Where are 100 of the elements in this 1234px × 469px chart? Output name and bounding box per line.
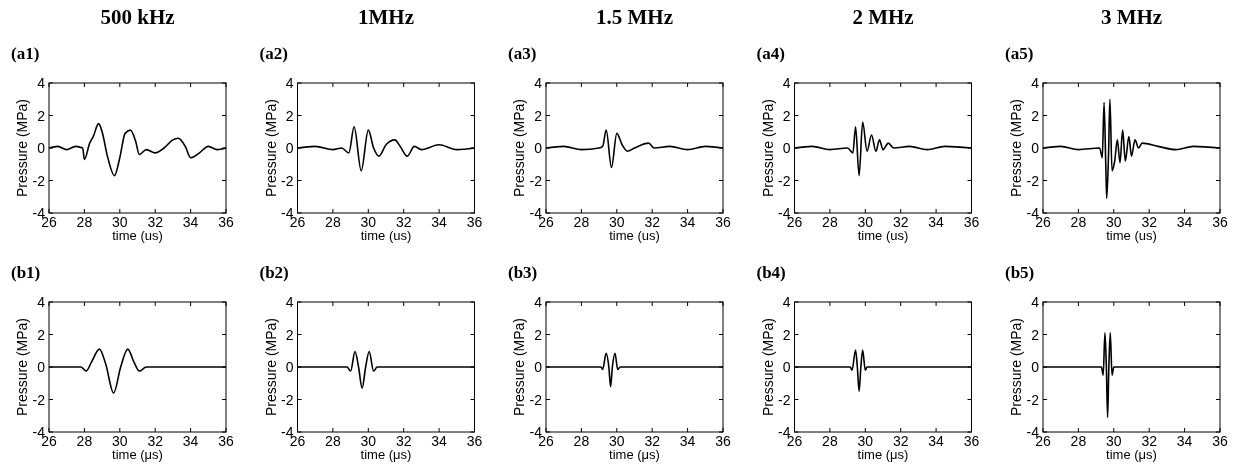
y-tick-label: 4 — [534, 75, 543, 91]
x-tick-label: 32 — [147, 214, 164, 230]
y-tick-label: 2 — [782, 326, 791, 343]
y-tick-label: -2 — [281, 172, 294, 189]
x-tick-label: 28 — [76, 214, 93, 230]
x-tick-label: 28 — [822, 433, 838, 449]
y-tick-label: -2 — [778, 391, 791, 408]
x-tick-label: 34 — [1176, 214, 1193, 230]
y-tick-label: -2 — [529, 391, 543, 408]
text: (b2) — [259, 263, 289, 282]
x-tick-label: 30 — [1106, 214, 1122, 230]
x-tick-label: 32 — [892, 214, 909, 230]
y-tick-label: 2 — [1031, 326, 1040, 343]
x-tick-label: 34 — [928, 433, 945, 449]
x-tick-label: 32 — [1141, 214, 1158, 230]
chart-title: 1.5 MHz — [596, 5, 673, 29]
x-tick-label: 34 — [1176, 433, 1193, 449]
y-tick-label: 4 — [37, 294, 46, 310]
y-axis-title: Pressure (MPa) — [511, 98, 527, 198]
x-tick-label: 28 — [573, 214, 590, 230]
y-axis-title: Pressure (MPa) — [262, 317, 279, 417]
x-tick-label: 32 — [644, 214, 661, 230]
y-axis-title: Pressure (MPa) — [14, 317, 30, 417]
x-tick-label: 36 — [715, 433, 731, 449]
x-tick-label: 28 — [76, 433, 93, 449]
x-tick-label: 36 — [466, 214, 483, 230]
x-axis-title: time (us) — [360, 228, 412, 243]
x-tick-label: 28 — [822, 214, 838, 230]
y-axis-title: Pressure (MPa) — [1008, 98, 1024, 198]
x-tick-label: 34 — [679, 433, 696, 449]
x-tick-label: 32 — [147, 433, 164, 449]
y-tick-label: -2 — [1026, 391, 1040, 408]
text: (a2) — [259, 44, 288, 63]
x-tick-label: 36 — [218, 433, 234, 449]
y-tick-label: 0 — [534, 140, 543, 156]
x-tick-label: 34 — [182, 214, 199, 230]
y-axis-title: Pressure (MPa) — [759, 98, 776, 198]
x-tick-label: 36 — [1212, 214, 1228, 230]
chart-title: 500 kHz — [100, 5, 175, 29]
y-tick-label: 2 — [1031, 107, 1040, 124]
x-axis-title: time (us) — [609, 228, 660, 243]
x-tick-label: 36 — [466, 433, 483, 449]
x-tick-label: 30 — [857, 433, 874, 449]
y-tick-label: 0 — [1031, 140, 1040, 156]
x-tick-label: 34 — [431, 214, 448, 230]
x-axis-title: time (μs) — [857, 447, 909, 462]
y-tick-label: 0 — [37, 359, 46, 375]
y-tick-label: -2 — [778, 172, 791, 189]
x-tick-label: 36 — [715, 214, 731, 230]
y-tick-label: 2 — [534, 326, 543, 343]
y-tick-label: 2 — [782, 107, 791, 124]
y-tick-label: 2 — [285, 326, 294, 343]
x-tick-label: 32 — [892, 433, 909, 449]
x-tick-label: 36 — [218, 214, 234, 230]
x-tick-label: 28 — [1070, 433, 1087, 449]
y-axis-title: Pressure (MPa) — [511, 317, 527, 417]
x-tick-label: 36 — [1212, 433, 1228, 449]
y-tick-label: 4 — [285, 75, 294, 91]
y-tick-label: 4 — [782, 75, 791, 91]
y-axis-title: Pressure (MPa) — [1008, 317, 1024, 417]
text: (a3) — [508, 44, 537, 63]
x-tick-label: 30 — [112, 433, 128, 449]
text: (a1) — [11, 44, 40, 63]
y-tick-label: 0 — [782, 140, 791, 156]
x-tick-label: 28 — [573, 433, 590, 449]
x-tick-label: 30 — [1106, 433, 1122, 449]
y-tick-label: -2 — [529, 172, 543, 189]
chart-title: 1MHz — [358, 5, 414, 29]
text: (a4) — [756, 44, 785, 63]
chart-title: 2 MHz — [852, 5, 914, 29]
text: (b5) — [1005, 263, 1035, 282]
y-tick-label: 4 — [1031, 294, 1040, 310]
x-axis-title: time (μs) — [1106, 447, 1157, 462]
chart-title: 3 MHz — [1100, 5, 1163, 29]
x-tick-label: 30 — [360, 214, 377, 230]
x-axis-title: time (us) — [112, 228, 163, 243]
x-tick-label: 34 — [431, 433, 448, 449]
x-tick-label: 30 — [857, 214, 874, 230]
y-tick-label: 0 — [782, 359, 791, 375]
y-tick-label: 2 — [37, 326, 46, 343]
y-axis-title: Pressure (MPa) — [759, 317, 776, 417]
x-axis-title: time (μs) — [360, 447, 412, 462]
y-tick-label: 0 — [285, 140, 294, 156]
text: (b1) — [11, 263, 41, 282]
y-tick-label: 4 — [1031, 75, 1040, 91]
y-tick-label: 4 — [285, 294, 294, 310]
x-tick-label: 34 — [679, 214, 696, 230]
y-tick-label: 4 — [534, 294, 543, 310]
x-tick-label: 32 — [1141, 433, 1158, 449]
x-axis-title: time (μs) — [112, 447, 163, 462]
y-tick-label: -2 — [32, 391, 46, 408]
x-tick-label: 32 — [395, 214, 412, 230]
y-tick-label: 0 — [37, 140, 46, 156]
y-axis-title: Pressure (MPa) — [14, 98, 30, 198]
x-tick-label: 28 — [325, 433, 341, 449]
y-tick-label: -2 — [281, 391, 294, 408]
x-tick-label: 34 — [182, 433, 199, 449]
y-tick-label: 4 — [782, 294, 791, 310]
text: (b3) — [508, 263, 538, 282]
x-tick-label: 30 — [112, 214, 128, 230]
